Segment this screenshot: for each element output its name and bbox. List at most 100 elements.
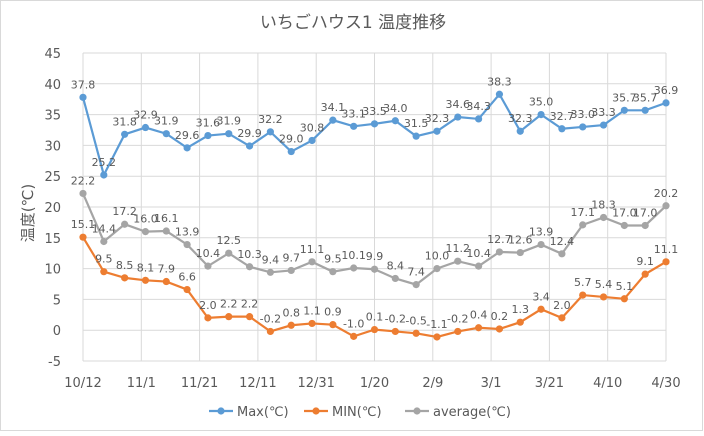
data-point [162,277,170,286]
data-label: 5.7 [574,276,592,289]
data-point [204,314,212,322]
data-point [245,142,254,150]
data-point [329,321,337,329]
data-point [141,228,150,236]
data-point [162,130,170,138]
data-point [579,221,587,229]
x-tick-label: 4/10 [593,376,622,391]
data-point [495,248,504,256]
series-1: 15.19.5 8.5 8.1 7.96.62.0 2.2 2.2-0.2 0.8 1.1 0.… [71,218,678,341]
data-point [350,264,358,272]
data-point [433,265,441,273]
data-label: 37.8 [71,78,96,91]
data-point [370,120,379,128]
data-point [308,258,316,266]
legend-marker [413,407,421,415]
data-label: 9.5 [324,253,342,266]
data-label: 16.0 [133,213,158,226]
data-label: 6.6 [178,271,196,284]
y-tick-label: 30 [44,139,61,154]
y-tick-label: 0 [53,324,61,339]
data-label: 32.9 [133,109,158,122]
y-tick-label: 40 [44,78,61,93]
data-label: 13.9 [529,226,554,239]
data-label: 10.0 [425,250,450,263]
data-label: 35.7 [612,91,637,104]
data-label: 29.6 [175,129,200,142]
data-point [329,268,337,276]
data-label: 9.7 [282,251,300,264]
data-label: 5.4 [595,278,613,291]
data-point [266,327,274,336]
data-label: 2.0 [553,299,571,312]
data-point [266,268,274,276]
data-point [225,313,233,321]
x-tick-label: 2/9 [422,376,443,391]
data-point [329,116,337,124]
data-point [599,293,608,301]
y-tick-label: 5 [53,293,61,308]
data-label: 32.2 [258,113,283,126]
data-point [433,127,441,135]
data-label: 16.1 [154,212,179,225]
data-point [287,321,295,329]
data-point [350,122,358,130]
data-label: -1.1 [426,318,447,331]
data-point [433,333,441,341]
data-point [537,305,545,313]
data-point [100,237,108,246]
data-point [100,268,108,276]
data-label: 33.3 [591,106,616,119]
data-point [641,106,649,114]
data-label: 35.0 [529,96,554,109]
x-tick-label: 11/1 [127,376,156,391]
data-label: 29.0 [279,133,304,146]
data-point [454,327,462,336]
data-point [100,171,108,179]
data-point [141,276,150,284]
data-label: 17.0 [612,206,637,219]
data-point [266,128,274,136]
data-label: 32.3 [425,112,450,125]
data-label: 5.1 [616,280,634,293]
data-label: 17.2 [112,205,137,218]
legend-label: average(℃) [433,405,511,420]
data-point [308,319,316,328]
x-tick-label: 3/1 [481,376,502,391]
data-label: 2.2 [220,298,238,311]
gridlines [82,52,667,362]
data-point [662,258,670,266]
data-label: 7.4 [407,266,425,279]
data-label: 7.9 [158,263,176,276]
data-point [350,332,358,340]
data-point [558,314,566,322]
y-tick-label: 35 [44,109,61,124]
data-label: -0.2 [447,312,468,325]
data-point [245,313,254,321]
data-point [516,127,524,135]
data-point [662,202,670,210]
data-point [287,147,295,156]
data-label: 34.3 [466,100,491,113]
data-point [475,115,483,123]
data-point [599,121,608,129]
data-label: 2.2 [241,298,259,311]
data-label: 34.6 [446,98,471,111]
data-label: 20.2 [654,187,679,200]
data-label: 36.9 [654,84,679,97]
data-label: 10.3 [237,248,262,261]
data-label: 31.9 [217,115,242,128]
data-label: 12.7 [487,233,512,246]
data-point [121,274,129,282]
data-label: 11.1 [300,243,325,256]
data-label: 12.4 [550,235,575,248]
data-label: 0.9 [324,306,342,319]
data-label: 31.8 [112,115,137,128]
x-tick-labels: 10/12 11/1 11/21 12/11 12/31 1/20 2/9 3/1 3/21 4/… [64,376,680,391]
data-label: 34.1 [321,101,346,114]
data-label: 10.4 [196,247,221,260]
data-label: 32.7 [550,110,575,123]
data-label: 11.2 [446,242,471,255]
data-label: 33.1 [341,107,366,120]
data-label: 22.2 [71,174,96,187]
